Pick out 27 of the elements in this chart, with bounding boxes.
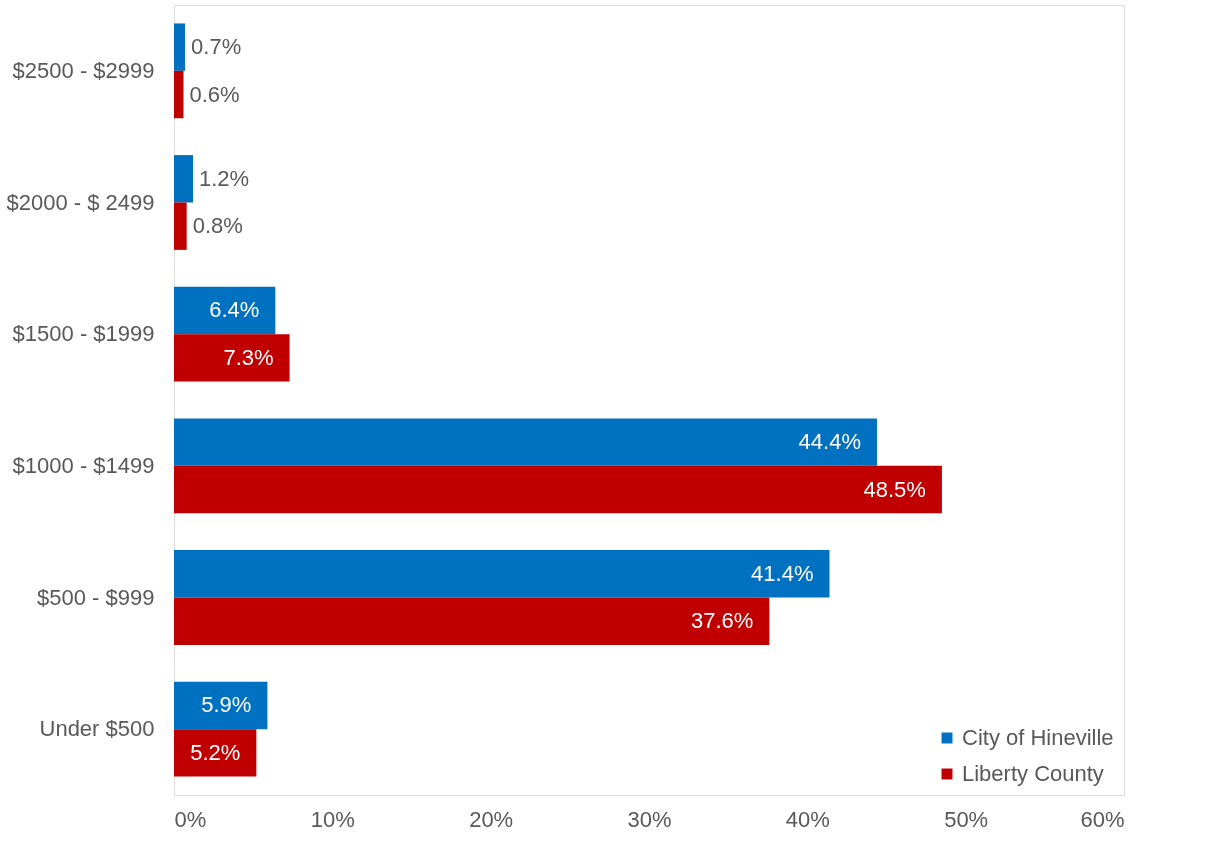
x-tick-label: 0%: [174, 806, 207, 832]
data-label: 44.4%: [798, 429, 861, 455]
data-label: 1.2%: [199, 165, 250, 191]
legend-label: Liberty County: [962, 761, 1104, 786]
data-label: 41.4%: [751, 560, 814, 586]
y-tick-label: $1000 - $1499: [12, 452, 155, 478]
data-label: 0.6%: [189, 81, 240, 107]
data-label: 5.9%: [201, 692, 252, 718]
x-tick-label: 10%: [310, 806, 355, 832]
y-tick-label: $2500 - $2999: [12, 57, 155, 83]
y-tick-label: $2000 - $ 2499: [6, 189, 155, 215]
y-tick-label: $500 - $999: [37, 584, 155, 610]
data-label: 5.2%: [190, 739, 241, 765]
data-label: 0.7%: [191, 34, 242, 60]
data-label: 37.6%: [690, 608, 754, 634]
data-label: 7.3%: [223, 344, 274, 370]
y-tick-label: Under $500: [39, 716, 155, 742]
x-tick-label: 30%: [627, 806, 672, 832]
data-label: 6.4%: [209, 297, 260, 323]
x-tick-label: 40%: [785, 806, 830, 832]
data-label: 48.5%: [863, 476, 926, 502]
x-tick-label: 50%: [944, 806, 989, 832]
y-tick-label: $1500 - $1999: [12, 321, 155, 347]
legend-label: City of Hineville: [962, 725, 1114, 750]
x-tick-label: 60%: [1080, 806, 1125, 832]
data-label: 0.8%: [192, 213, 243, 239]
x-tick-label: 20%: [469, 806, 514, 832]
